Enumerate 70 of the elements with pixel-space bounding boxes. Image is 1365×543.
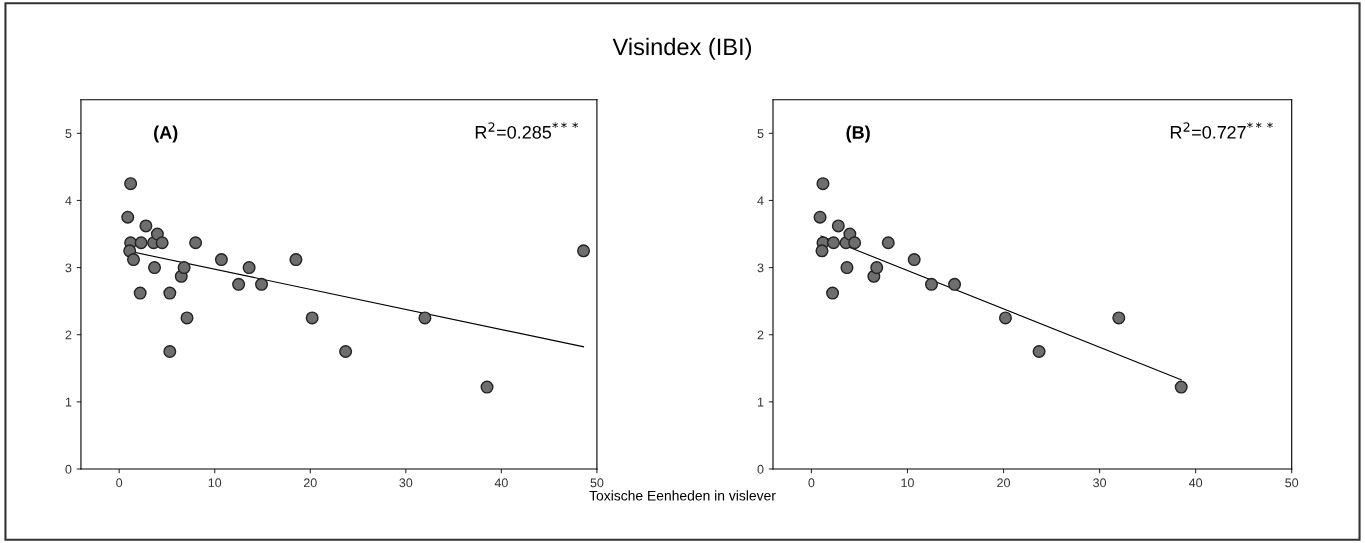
text: Visindex (IBI) — [612, 37, 752, 60]
point — [133, 286, 147, 300]
point — [1174, 380, 1188, 394]
point — [815, 244, 829, 258]
x-axis-title: Toxische Eenheden in vislever — [589, 490, 776, 501]
x-tick-label: 20 — [303, 478, 317, 488]
point — [813, 210, 827, 224]
x-tick-label: 40 — [494, 478, 508, 488]
point — [155, 236, 169, 250]
point — [418, 311, 432, 325]
x-tick-label: 20 — [997, 478, 1010, 488]
point — [121, 210, 135, 224]
point — [870, 261, 884, 275]
point — [831, 219, 845, 233]
y-tick-label: 1 — [65, 397, 72, 407]
point — [148, 261, 162, 275]
point — [924, 277, 938, 291]
point — [948, 277, 962, 291]
y-tick-label: 5 — [757, 129, 764, 138]
y-tick-label: 3 — [757, 263, 764, 273]
x-tick-label: 50 — [590, 478, 604, 488]
point — [255, 277, 269, 291]
point — [840, 261, 854, 275]
point — [124, 177, 138, 191]
x-tick-label: 10 — [901, 478, 914, 488]
point — [189, 236, 203, 250]
y-tick-label: 3 — [65, 263, 72, 273]
point — [305, 311, 319, 325]
point — [242, 261, 256, 275]
point — [339, 344, 353, 359]
y-tick-label: 0 — [757, 464, 764, 474]
point — [826, 286, 840, 300]
y-tick-label: 4 — [757, 196, 764, 205]
y-tick-label: 2 — [65, 330, 72, 340]
point — [848, 236, 862, 250]
annotation: R$^{2}$=0.285$^{***}$ — [475, 122, 578, 139]
x-tick-label: 0 — [116, 478, 123, 488]
y-tick-label: 4 — [65, 196, 72, 205]
x-tick-label: 40 — [1188, 478, 1203, 488]
point — [214, 253, 228, 267]
y-tick-label: 5 — [65, 129, 72, 138]
y-tick-label: 1 — [757, 397, 764, 407]
point — [180, 311, 194, 325]
x-tick-label: 50 — [1285, 478, 1299, 488]
x-tick-label: 10 — [208, 478, 222, 488]
point — [577, 244, 591, 258]
point — [816, 177, 830, 191]
point — [126, 253, 141, 267]
annotation: (A) — [154, 125, 178, 143]
point — [1112, 311, 1126, 325]
point — [163, 344, 177, 359]
point — [289, 253, 303, 267]
point — [1032, 344, 1046, 359]
y-tick-label: 2 — [757, 330, 764, 340]
point — [177, 261, 191, 275]
point — [480, 380, 494, 394]
point — [998, 311, 1012, 325]
y-tick-label: 0 — [65, 464, 72, 474]
x-tick-label: 30 — [399, 478, 413, 488]
point — [163, 286, 177, 300]
point — [907, 253, 921, 267]
annotation: R$^{2}$=0.727$^{***}$ — [1170, 122, 1273, 139]
annotation: (B) — [846, 125, 870, 143]
x-tick-label: 30 — [1093, 478, 1107, 488]
point — [232, 277, 246, 291]
x-tick-label: 0 — [808, 478, 815, 488]
point — [134, 236, 148, 250]
point — [827, 236, 841, 250]
point — [139, 219, 153, 233]
point — [881, 236, 895, 250]
